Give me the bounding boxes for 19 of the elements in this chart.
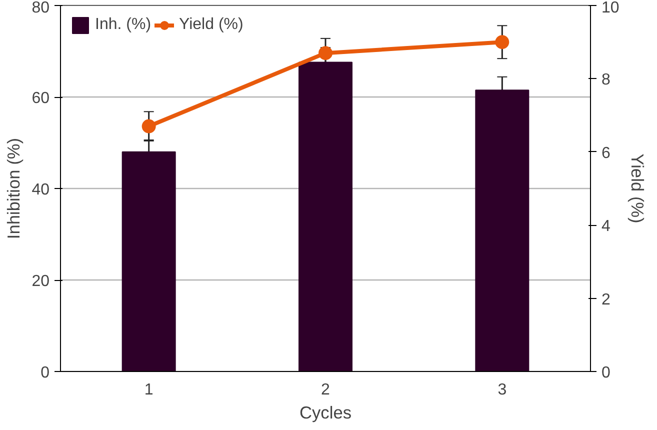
y-tick-label: 0	[40, 364, 50, 382]
y-tick-label: 20	[32, 273, 50, 290]
x-tick-label: 3	[498, 382, 507, 398]
legend-label: Yield (%)	[179, 16, 244, 34]
y-tick-label: 40	[32, 182, 50, 198]
x-axis-title: Cycles	[300, 402, 352, 422]
y2-tick-label: 4	[602, 218, 610, 236]
legend-label: Inh. (%)	[95, 16, 152, 34]
y2-tick-label: 8	[602, 72, 610, 89]
x-tick-label: 2	[321, 382, 330, 398]
y2-tick-label: 2	[602, 291, 610, 308]
y2-tick-label: 6	[602, 144, 610, 162]
y-tick-label: 80	[32, 0, 50, 16]
y2-axis-title: Yield (%)	[627, 154, 648, 224]
y-tick-label: 60	[32, 90, 50, 107]
y2-tick-label: 0	[602, 364, 610, 382]
y-axis-title: Inhibition (%)	[4, 138, 24, 240]
y2-tick-label: 10	[602, 0, 620, 16]
x-tick-label: 1	[144, 382, 154, 398]
